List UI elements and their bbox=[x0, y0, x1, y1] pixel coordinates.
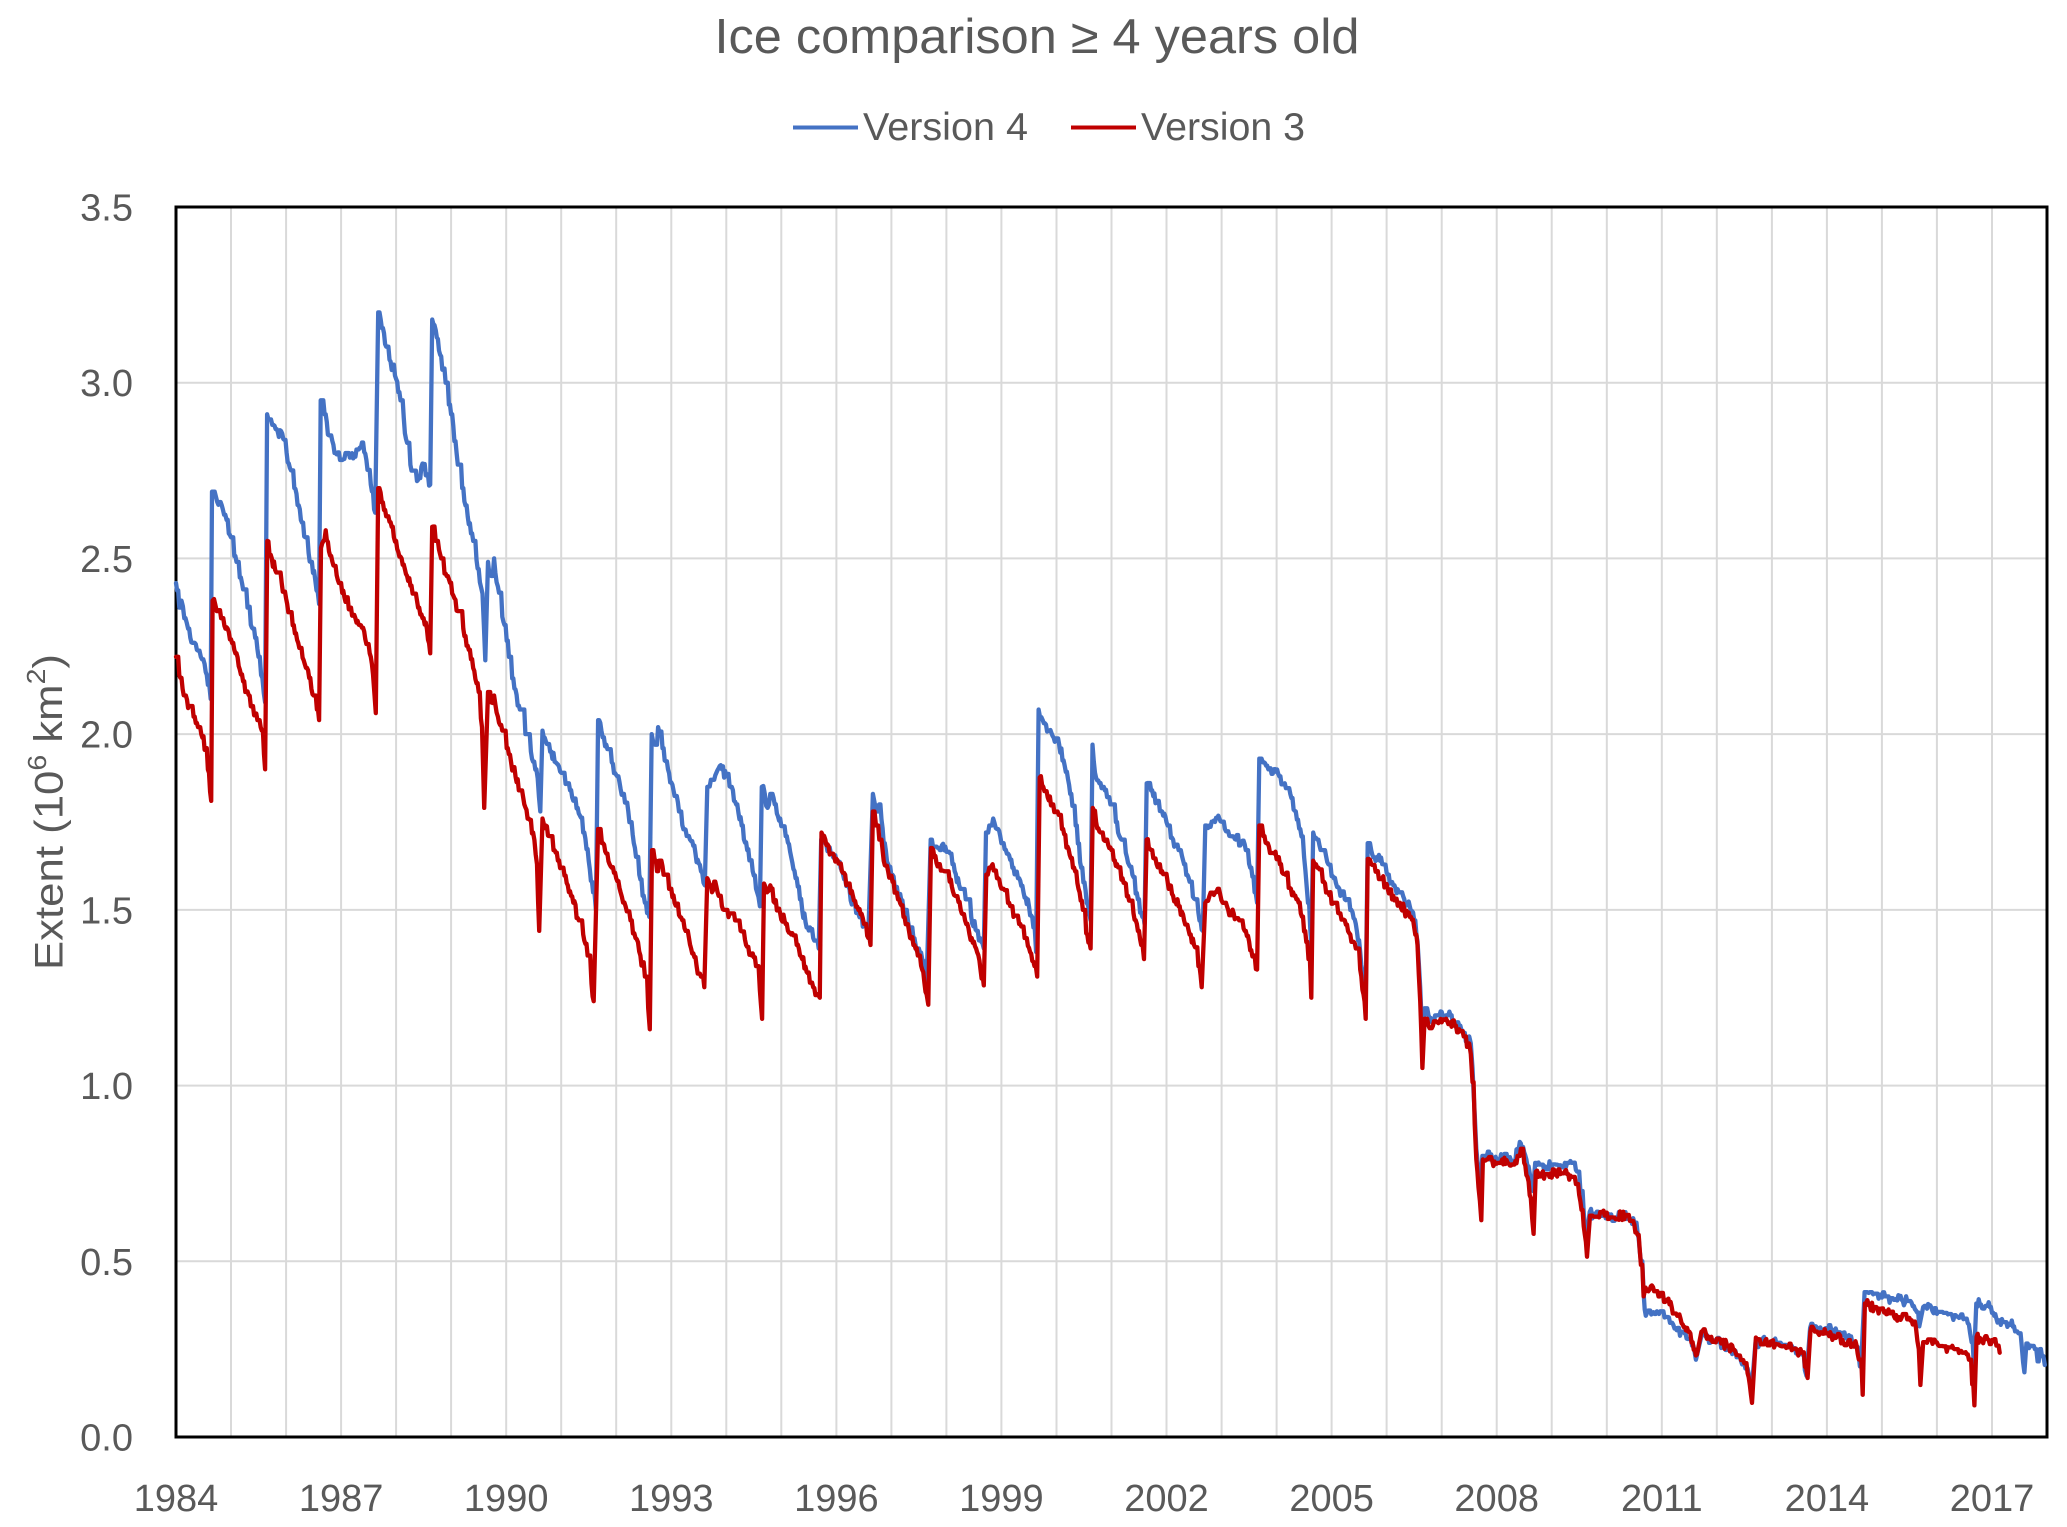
svg-text:Version 3: Version 3 bbox=[1141, 106, 1305, 149]
svg-text:1996: 1996 bbox=[794, 1478, 879, 1520]
svg-text:3.0: 3.0 bbox=[80, 363, 133, 405]
svg-text:Version 4: Version 4 bbox=[863, 106, 1028, 149]
svg-text:1.0: 1.0 bbox=[80, 1066, 133, 1108]
svg-text:2011: 2011 bbox=[1621, 1478, 1703, 1520]
svg-text:1999: 1999 bbox=[959, 1478, 1044, 1520]
svg-text:2005: 2005 bbox=[1289, 1478, 1374, 1520]
svg-text:1.5: 1.5 bbox=[80, 890, 133, 932]
svg-text:0.0: 0.0 bbox=[80, 1418, 133, 1460]
svg-text:1993: 1993 bbox=[629, 1478, 714, 1520]
svg-text:Ice comparison ≥ 4 years old: Ice comparison ≥ 4 years old bbox=[715, 10, 1360, 64]
svg-text:2.0: 2.0 bbox=[80, 715, 133, 757]
svg-text:1990: 1990 bbox=[464, 1478, 549, 1520]
svg-text:Extent (106 km2): Extent (106 km2) bbox=[21, 654, 72, 970]
svg-text:2.5: 2.5 bbox=[80, 539, 133, 581]
svg-text:2002: 2002 bbox=[1124, 1478, 1209, 1520]
svg-text:1984: 1984 bbox=[134, 1478, 219, 1520]
svg-text:0.5: 0.5 bbox=[80, 1242, 133, 1284]
svg-text:2017: 2017 bbox=[1950, 1478, 2035, 1520]
svg-text:2014: 2014 bbox=[1785, 1478, 1870, 1520]
svg-text:2008: 2008 bbox=[1454, 1478, 1539, 1520]
svg-text:1987: 1987 bbox=[299, 1478, 384, 1520]
svg-text:3.5: 3.5 bbox=[80, 188, 133, 230]
